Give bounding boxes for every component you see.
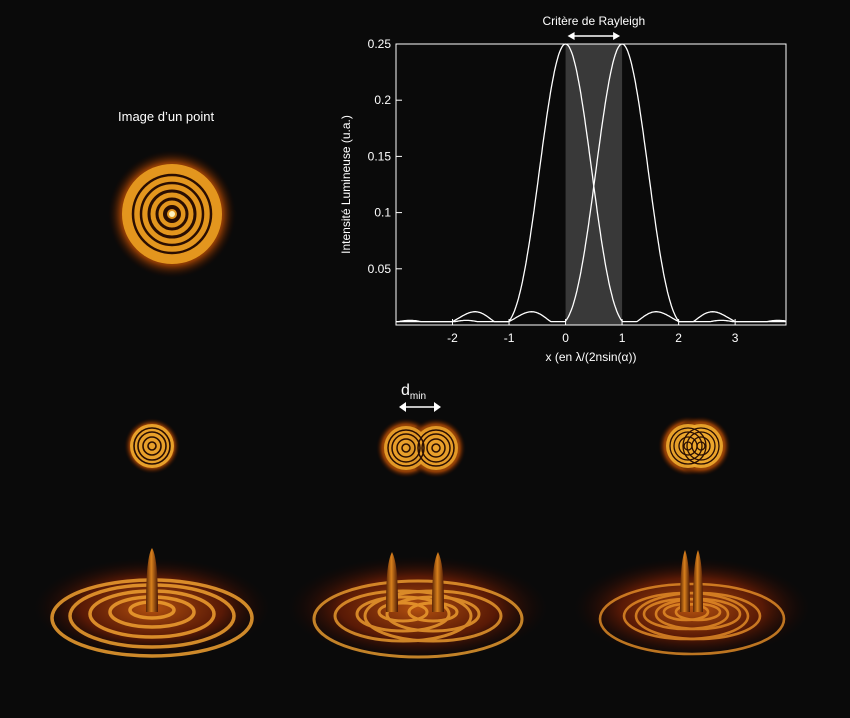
y-tick-label: 0.25 <box>368 37 392 51</box>
dmin-label: dmin <box>401 382 426 402</box>
y-tick-label: 0.1 <box>374 206 391 220</box>
dmin-label-main: d <box>401 382 410 399</box>
surface-pair-resolved <box>288 552 548 660</box>
rayleigh-double-arrow <box>567 32 621 40</box>
x-tick-label: 3 <box>732 331 739 345</box>
airy-disk-pair-resolved <box>376 418 466 478</box>
dmin-label-sub: min <box>409 391 427 403</box>
y-tick-label: 0.05 <box>368 262 392 276</box>
dmin-double-arrow <box>399 402 441 412</box>
intensity-curves <box>396 43 787 323</box>
x-tick-label: -1 <box>504 331 515 345</box>
x-tick-label: 0 <box>562 331 569 345</box>
chart-title: Critère de Rayleigh <box>542 14 645 28</box>
x-axis-label: x (en λ/(2nsin(α)) <box>546 350 637 364</box>
surface-single <box>34 548 270 658</box>
y-tick-label: 0.15 <box>368 149 392 163</box>
x-tick-label: 1 <box>619 331 626 345</box>
plot-frame <box>395 43 787 326</box>
surface-pair-unresolved <box>574 550 810 658</box>
y-ticks: 0.05 0.1 0.15 0.2 0.25 <box>368 37 402 276</box>
intensity-curve-2 <box>396 43 787 323</box>
x-ticks: -2 -1 0 1 2 3 <box>447 319 739 345</box>
airy-disk-single <box>124 418 180 474</box>
x-tick-label: 2 <box>675 331 682 345</box>
y-axis-label: Intensité Lumineuse (u.a.) <box>339 115 353 254</box>
x-tick-label: -2 <box>447 331 458 345</box>
single-point-title: Image d’un point <box>118 109 215 124</box>
airy-disk-pair-unresolved <box>658 416 731 476</box>
intensity-curve-1 <box>396 43 786 323</box>
y-tick-label: 0.2 <box>374 93 391 107</box>
airy-disk-large <box>108 150 236 278</box>
